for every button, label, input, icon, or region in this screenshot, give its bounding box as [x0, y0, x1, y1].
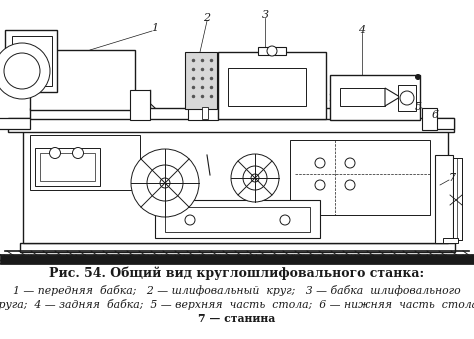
Text: 7 — станина: 7 — станина	[199, 313, 275, 323]
Circle shape	[280, 215, 290, 225]
Bar	[40, 153, 95, 181]
Circle shape	[416, 75, 420, 80]
Circle shape	[49, 147, 61, 159]
Bar	[30, 135, 140, 190]
Bar	[185, 52, 217, 109]
Bar	[155, 200, 320, 238]
Bar	[453, 158, 462, 240]
Bar	[30, 108, 415, 119]
Bar	[398, 85, 416, 111]
Bar	[432, 118, 454, 129]
Bar	[5, 30, 57, 92]
Bar	[435, 155, 453, 243]
Bar	[422, 108, 437, 130]
Circle shape	[185, 215, 195, 225]
Circle shape	[400, 91, 414, 105]
Text: 6: 6	[431, 110, 438, 120]
Circle shape	[231, 154, 279, 202]
Circle shape	[315, 180, 325, 190]
Bar	[202, 107, 208, 119]
Text: 5: 5	[414, 102, 421, 112]
Bar	[228, 68, 306, 106]
Bar	[12, 36, 52, 86]
Circle shape	[345, 158, 355, 168]
Text: Рис. 54. Общий вид круглошлифовального станка:: Рис. 54. Общий вид круглошлифовального с…	[49, 266, 425, 280]
Bar	[30, 50, 135, 110]
Circle shape	[243, 166, 267, 190]
Bar	[130, 90, 150, 120]
Text: 1: 1	[151, 23, 159, 33]
Bar	[23, 130, 448, 243]
Text: 7: 7	[448, 173, 456, 183]
Circle shape	[131, 149, 199, 217]
Text: 2: 2	[203, 13, 210, 23]
Bar	[258, 47, 286, 55]
Bar	[290, 140, 430, 215]
Bar	[0, 255, 474, 264]
Text: 4: 4	[358, 25, 365, 35]
Text: 3: 3	[262, 10, 269, 20]
Bar	[443, 238, 458, 243]
Circle shape	[147, 165, 183, 201]
Bar	[330, 75, 420, 120]
Bar	[20, 243, 455, 252]
Bar	[340, 88, 385, 106]
Polygon shape	[385, 88, 400, 106]
Bar	[0, 255, 474, 263]
Circle shape	[160, 178, 170, 188]
Text: 1 — передняя  бабка;   2 — шлифовальный  круг;   3 — бабка  шлифовального: 1 — передняя бабка; 2 — шлифовальный кру…	[13, 285, 461, 297]
Circle shape	[73, 147, 83, 159]
Circle shape	[267, 46, 277, 56]
Circle shape	[315, 158, 325, 168]
Bar	[35, 148, 100, 186]
Bar	[165, 207, 310, 232]
Bar	[8, 118, 454, 132]
Bar	[188, 108, 218, 120]
Bar	[0, 118, 30, 129]
Circle shape	[251, 174, 259, 182]
Bar	[28, 138, 228, 238]
Text: круга;  4 — задняя  бабка;  5 — верхняя  часть  стола;  6 — нижняя  часть  стола: круга; 4 — задняя бабка; 5 — верхняя час…	[0, 299, 474, 311]
Circle shape	[0, 43, 50, 99]
Circle shape	[4, 53, 40, 89]
Bar	[218, 52, 326, 119]
Circle shape	[345, 180, 355, 190]
